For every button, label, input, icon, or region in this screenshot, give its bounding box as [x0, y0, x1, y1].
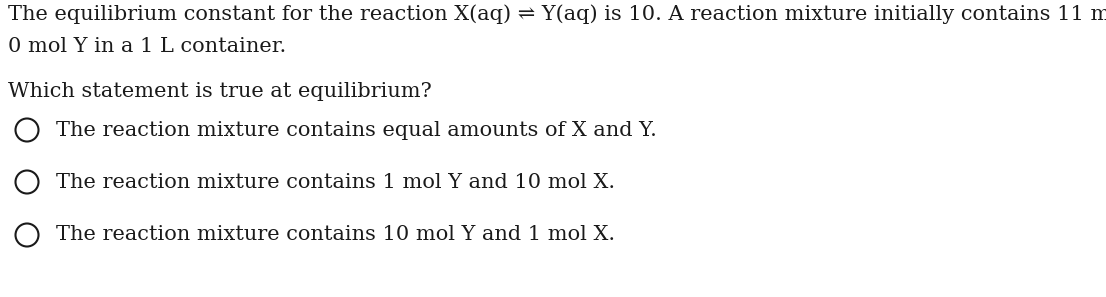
Text: 0 mol Y in a 1 L container.: 0 mol Y in a 1 L container. [8, 37, 286, 56]
Text: The reaction mixture contains 10 mol Y and 1 mol X.: The reaction mixture contains 10 mol Y a… [56, 225, 616, 244]
Text: The equilibrium constant for the reaction X(aq) ⇌ Y(aq) is 10. A reaction mixtur: The equilibrium constant for the reactio… [8, 4, 1106, 24]
Text: The reaction mixture contains 1 mol Y and 10 mol X.: The reaction mixture contains 1 mol Y an… [56, 173, 616, 192]
Text: The reaction mixture contains equal amounts of X and Y.: The reaction mixture contains equal amou… [56, 121, 657, 140]
Text: Which statement is true at equilibrium?: Which statement is true at equilibrium? [8, 82, 431, 101]
